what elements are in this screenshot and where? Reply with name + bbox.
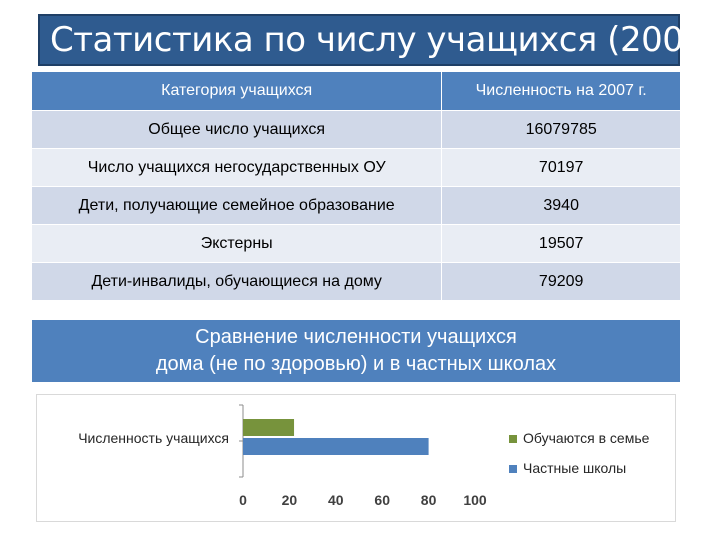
bar-chart: Численность учащихся 0 20 40 60 80 100 Обучаютс… (36, 394, 676, 522)
count-cell: 19507 (441, 224, 680, 263)
category-cell: Экстерны (32, 224, 442, 263)
bar-private-schools (243, 438, 429, 455)
table-row: Экстерны 19507 (32, 224, 680, 263)
x-tick-label: 100 (463, 492, 487, 508)
comparison-heading: Сравнение численности учащихся дома (не … (32, 320, 680, 382)
comparison-heading-line2: дома (не по здоровью) и в частных школах (155, 353, 557, 375)
category-cell: Дети, получающие семейное образование (32, 186, 442, 225)
table-header-row: Категория учащихся Численность на 2007 г… (32, 72, 680, 111)
count-cell: 16079785 (441, 110, 680, 149)
legend-label-family-education: Обучаются в семье (523, 430, 650, 446)
count-cell: 79209 (441, 262, 680, 301)
statistics-table: Категория учащихся Численность на 2007 г… (32, 72, 680, 301)
table-row: Общее число учащихся 16079785 (32, 110, 680, 149)
category-cell: Общее число учащихся (32, 110, 442, 149)
category-label: Численность учащихся (78, 430, 229, 446)
column-header-category: Категория учащихся (32, 72, 442, 111)
title-bar: Статистика по числу учащихся (2007) (38, 14, 718, 66)
table-row: Дети-инвалиды, обучающиеся на дому 79209 (32, 262, 680, 301)
table-row: Число учащихся негосударственных ОУ 7019… (32, 148, 680, 187)
x-tick-label: 20 (282, 492, 298, 508)
legend-swatch-private-schools (509, 465, 517, 473)
category-cell: Число учащихся негосударственных ОУ (32, 148, 442, 187)
column-header-count: Численность на 2007 г. (441, 72, 680, 111)
bar-family-education (243, 419, 295, 436)
bar-chart-svg: Численность учащихся 0 20 40 60 80 100 Обучаютс… (78, 404, 650, 508)
category-cell: Дети-инвалиды, обучающиеся на дому (32, 262, 442, 301)
count-cell: 3940 (441, 186, 680, 225)
legend-swatch-family-education (509, 435, 517, 443)
comparison-heading-line1: Сравнение численности учащихся (195, 326, 517, 348)
count-cell: 70197 (441, 148, 680, 187)
x-tick-label: 60 (374, 492, 390, 508)
x-tick-label: 80 (421, 492, 437, 508)
page-title: Статистика по числу учащихся (2007) (50, 20, 718, 60)
x-tick-label: 0 (239, 492, 247, 508)
legend-label-private-schools: Частные школы (523, 460, 626, 476)
x-tick-label: 40 (328, 492, 344, 508)
table-row: Дети, получающие семейное образование 39… (32, 186, 680, 225)
